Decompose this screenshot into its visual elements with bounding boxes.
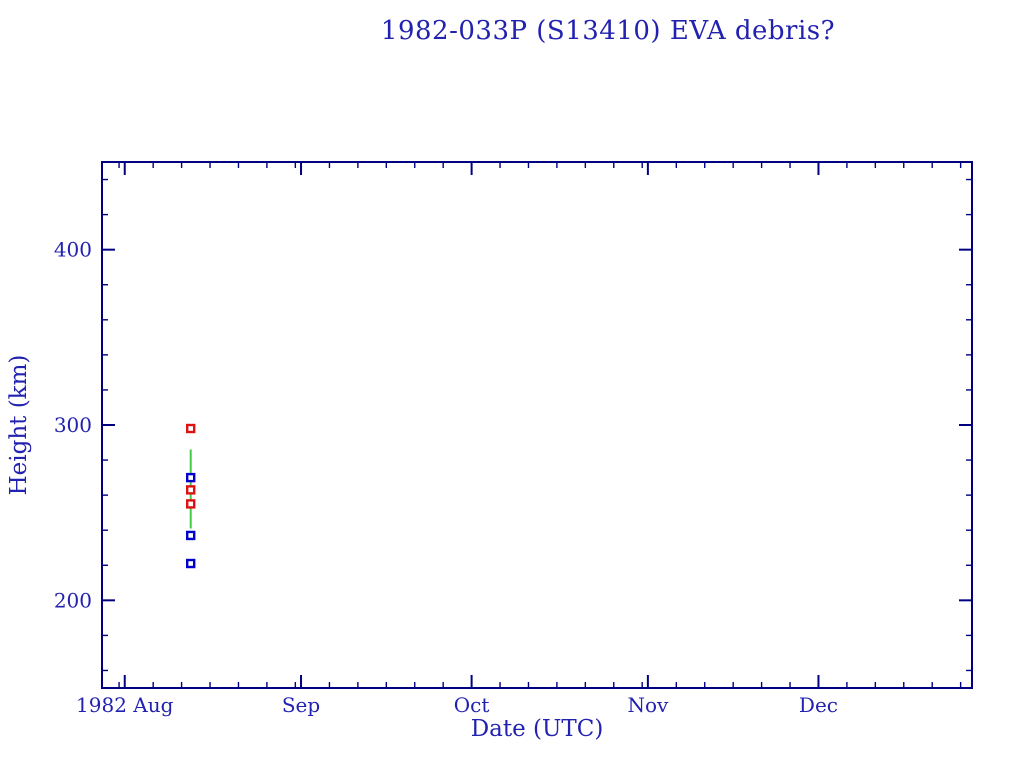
- x-tick-label: Oct: [454, 693, 490, 717]
- data-point-red: [186, 485, 196, 495]
- y-tick-label: 200: [54, 588, 92, 612]
- x-axis-label: Date (UTC): [470, 716, 604, 742]
- chart-title: 1982-033P (S13410) EVA debris?: [380, 16, 836, 46]
- data-point-blue: [186, 472, 196, 483]
- plot-frame: [101, 161, 973, 689]
- data-point-red: [186, 499, 196, 509]
- x-tick-label: 1982 Aug: [76, 693, 174, 717]
- x-tick-label: Dec: [799, 693, 838, 717]
- data-point-blue: [186, 558, 196, 569]
- x-tick-label: Nov: [627, 693, 669, 717]
- data-point-blue: [186, 530, 196, 541]
- x-tick-label: Sep: [282, 693, 320, 717]
- y-tick-label: 400: [54, 238, 92, 262]
- y-tick-label: 300: [54, 413, 92, 437]
- data-point-red: [186, 423, 196, 434]
